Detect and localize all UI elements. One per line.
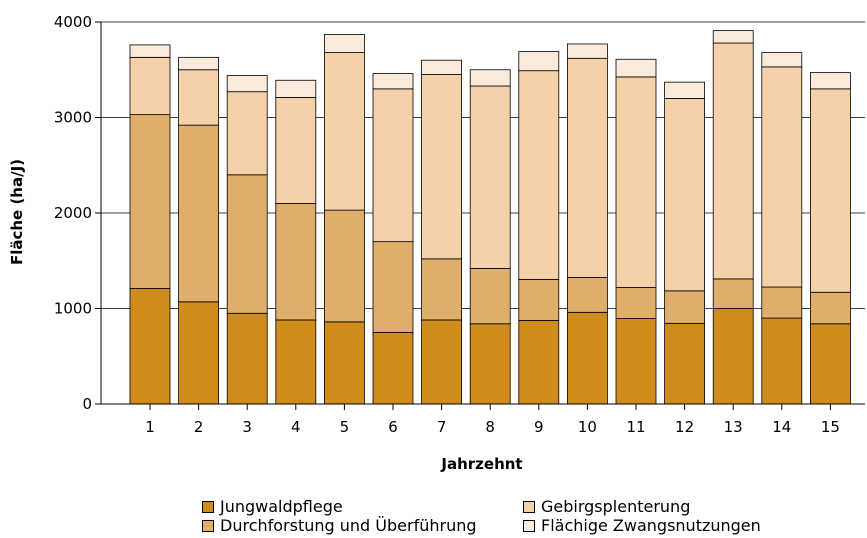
bar-segment (469, 267, 511, 325)
bar-segment (518, 278, 560, 321)
bar-segment (323, 321, 365, 405)
bar-segment (615, 76, 657, 288)
bar-segment (226, 312, 268, 405)
bar-segment (178, 124, 220, 303)
bar-segment (226, 75, 268, 93)
bar-segment (761, 286, 803, 319)
x-tick-label: 5 (340, 418, 350, 436)
bar-segment (323, 209, 365, 323)
bar-segment (275, 203, 317, 321)
x-tick-label: 11 (626, 418, 645, 436)
legend-swatch (202, 520, 214, 532)
bar-segment (469, 85, 511, 269)
y-tick-label: 3000 (54, 109, 92, 127)
bar-segment (275, 97, 317, 204)
x-tick-label: 13 (724, 418, 743, 436)
bar-segment (129, 114, 171, 289)
legend-item-zwangsnutzungen: Flächige Zwangsnutzungen (523, 516, 761, 536)
bar-segment (323, 52, 365, 211)
x-tick-label: 10 (578, 418, 597, 436)
bar-segment (129, 56, 171, 116)
legend-item-durchforstung: Durchforstung und Überführung (202, 516, 477, 536)
bar-segment (712, 308, 754, 405)
bar-segment (421, 74, 463, 260)
bar-segment (615, 58, 657, 78)
x-tick-label: 9 (534, 418, 544, 436)
bar-segment (761, 317, 803, 405)
y-tick-label: 1000 (54, 300, 92, 318)
bar-segment (810, 72, 851, 90)
bar-segment (518, 320, 560, 405)
y-axis-title: Fläche (ha/J) (8, 159, 26, 265)
bar-segment (421, 319, 463, 405)
bar-segment (664, 98, 705, 292)
x-tick-label: 8 (485, 418, 495, 436)
bar-segment (567, 311, 608, 405)
legend-item-gebirgsplenterung: Gebirgsplenterung (523, 497, 690, 517)
bar-segment (664, 290, 705, 324)
bar-segment (810, 323, 851, 405)
legend-label: Durchforstung und Überführung (220, 516, 477, 535)
y-tick-label: 0 (82, 395, 92, 413)
bar-segment (567, 43, 608, 59)
x-tick-label: 4 (291, 418, 301, 436)
legend-label: Gebirgsplenterung (541, 497, 691, 516)
bar-segment (469, 69, 511, 87)
x-tick-label: 7 (437, 418, 447, 436)
bar-segment (761, 66, 803, 288)
bar-segment (226, 91, 268, 176)
x-tick-label: 12 (675, 418, 694, 436)
bar-segment (712, 30, 754, 44)
bar-segment (178, 301, 220, 405)
bar-segment (178, 56, 220, 71)
bar-segment (567, 277, 608, 313)
bar-segment (323, 34, 365, 53)
bar-segment (372, 88, 414, 243)
legend-label: Flächige Zwangsnutzungen (541, 516, 761, 535)
bar-segment (421, 258, 463, 321)
bar-segment (226, 174, 268, 314)
bar-segment (372, 331, 414, 405)
bar-segment (761, 52, 803, 68)
bar-segment (469, 323, 511, 405)
bar-segment (372, 241, 414, 333)
bar-segment (275, 79, 317, 98)
legend-item-jungwaldpflege: Jungwaldpflege (202, 497, 343, 517)
x-tick-label: 14 (772, 418, 791, 436)
bar-segment (615, 287, 657, 319)
x-tick-label: 15 (821, 418, 840, 436)
bar-segment (421, 59, 463, 75)
bar-segment (518, 51, 560, 72)
bar-segment (518, 70, 560, 280)
bar-segment (567, 57, 608, 278)
bar-segment (129, 44, 171, 58)
bar-segment (810, 291, 851, 325)
x-tick-label: 3 (242, 418, 252, 436)
bar-segment (712, 42, 754, 280)
legend-swatch (523, 520, 535, 532)
legend-label: Jungwaldpflege (220, 497, 343, 516)
x-tick-label: 1 (145, 418, 155, 436)
bar-segment (178, 69, 220, 126)
bar-segment (615, 318, 657, 405)
bars (129, 30, 851, 405)
bar-segment (810, 88, 851, 293)
x-tick-label: 2 (194, 418, 204, 436)
legend-swatch (202, 501, 214, 513)
legend-swatch (523, 501, 535, 513)
bar-segment (664, 322, 705, 405)
x-tick-label: 6 (388, 418, 398, 436)
bar-segment (664, 81, 705, 99)
bar-segment (275, 319, 317, 405)
y-tick-label: 4000 (54, 13, 92, 31)
bar-segment (372, 73, 414, 90)
bar-segment (712, 278, 754, 309)
x-axis-title: Jahrzehnt (440, 455, 522, 473)
y-tick-label: 2000 (54, 204, 92, 222)
bar-segment (129, 288, 171, 405)
